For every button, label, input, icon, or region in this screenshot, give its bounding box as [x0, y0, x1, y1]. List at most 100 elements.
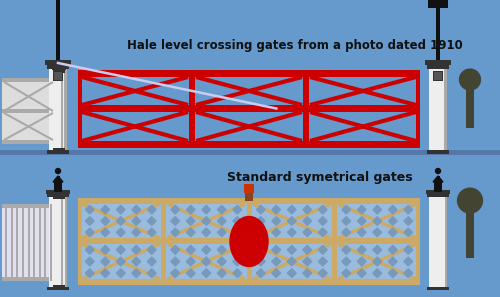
Polygon shape: [288, 217, 296, 225]
Bar: [303, 70, 309, 148]
Bar: [46, 190, 70, 194]
Bar: [436, 8, 440, 60]
Polygon shape: [272, 269, 280, 278]
Polygon shape: [86, 257, 94, 266]
Polygon shape: [101, 269, 110, 278]
Polygon shape: [358, 269, 366, 278]
Bar: [78, 198, 420, 285]
Polygon shape: [256, 205, 265, 214]
Bar: [2, 277, 55, 281]
Bar: [5, 204, 7, 281]
Polygon shape: [218, 269, 226, 278]
Bar: [466, 213, 474, 258]
Polygon shape: [101, 245, 110, 254]
Polygon shape: [53, 176, 63, 182]
Bar: [2, 78, 55, 144]
Polygon shape: [388, 269, 397, 278]
Polygon shape: [388, 228, 397, 237]
Bar: [65, 196, 67, 287]
Circle shape: [56, 168, 60, 173]
Polygon shape: [233, 245, 241, 254]
Bar: [0, 150, 500, 155]
Polygon shape: [404, 269, 412, 278]
Polygon shape: [303, 228, 312, 237]
Bar: [61, 198, 63, 285]
Bar: [47, 193, 69, 197]
Bar: [433, 71, 443, 81]
Polygon shape: [202, 257, 210, 266]
Bar: [425, 60, 451, 65]
Polygon shape: [132, 269, 140, 278]
Polygon shape: [404, 228, 412, 237]
Bar: [2, 140, 55, 144]
Circle shape: [436, 168, 440, 173]
Polygon shape: [186, 205, 195, 214]
Bar: [53, 285, 65, 288]
Polygon shape: [233, 205, 241, 214]
Polygon shape: [358, 228, 366, 237]
Polygon shape: [303, 269, 312, 278]
Bar: [52, 66, 66, 70]
Polygon shape: [218, 257, 226, 266]
Bar: [466, 90, 474, 128]
Polygon shape: [373, 217, 382, 225]
Bar: [434, 182, 442, 192]
Bar: [56, 0, 60, 60]
Polygon shape: [272, 245, 280, 254]
Polygon shape: [101, 257, 110, 266]
Polygon shape: [358, 205, 366, 214]
Polygon shape: [433, 176, 443, 182]
Bar: [44, 204, 46, 281]
Polygon shape: [404, 245, 412, 254]
Polygon shape: [233, 228, 241, 237]
Text: Hale level crossing gates from a photo dated 1910: Hale level crossing gates from a photo d…: [127, 39, 463, 51]
Bar: [332, 198, 337, 285]
Polygon shape: [132, 217, 140, 225]
Polygon shape: [171, 269, 179, 278]
Polygon shape: [358, 257, 366, 266]
Text: Standard symetrical gates: Standard symetrical gates: [227, 171, 413, 184]
Polygon shape: [171, 257, 179, 266]
Bar: [78, 70, 420, 148]
Polygon shape: [186, 217, 195, 225]
Polygon shape: [342, 269, 350, 278]
Polygon shape: [132, 245, 140, 254]
Polygon shape: [233, 217, 241, 225]
Polygon shape: [404, 217, 412, 225]
Polygon shape: [132, 257, 140, 266]
Polygon shape: [171, 228, 179, 237]
Ellipse shape: [230, 217, 268, 266]
Bar: [427, 64, 449, 69]
Polygon shape: [256, 217, 265, 225]
Bar: [16, 204, 18, 281]
Polygon shape: [171, 205, 179, 214]
Bar: [47, 64, 69, 69]
Polygon shape: [233, 269, 241, 278]
Polygon shape: [318, 205, 327, 214]
Polygon shape: [202, 217, 210, 225]
Bar: [55, 72, 63, 148]
Bar: [50, 204, 52, 281]
Bar: [78, 198, 420, 204]
Polygon shape: [171, 217, 179, 225]
Polygon shape: [288, 205, 296, 214]
Polygon shape: [148, 217, 156, 225]
Polygon shape: [202, 269, 210, 278]
Bar: [55, 198, 63, 285]
Polygon shape: [373, 205, 382, 214]
Bar: [64, 68, 67, 150]
Polygon shape: [272, 217, 280, 225]
Bar: [49, 68, 67, 150]
Bar: [82, 74, 416, 144]
Bar: [427, 193, 449, 197]
Polygon shape: [342, 245, 350, 254]
Polygon shape: [272, 205, 280, 214]
Polygon shape: [373, 269, 382, 278]
Polygon shape: [342, 217, 350, 225]
Bar: [56, 176, 59, 181]
Polygon shape: [288, 228, 296, 237]
Bar: [189, 70, 195, 148]
Bar: [436, 176, 440, 181]
Bar: [2, 109, 55, 113]
Polygon shape: [288, 245, 296, 254]
